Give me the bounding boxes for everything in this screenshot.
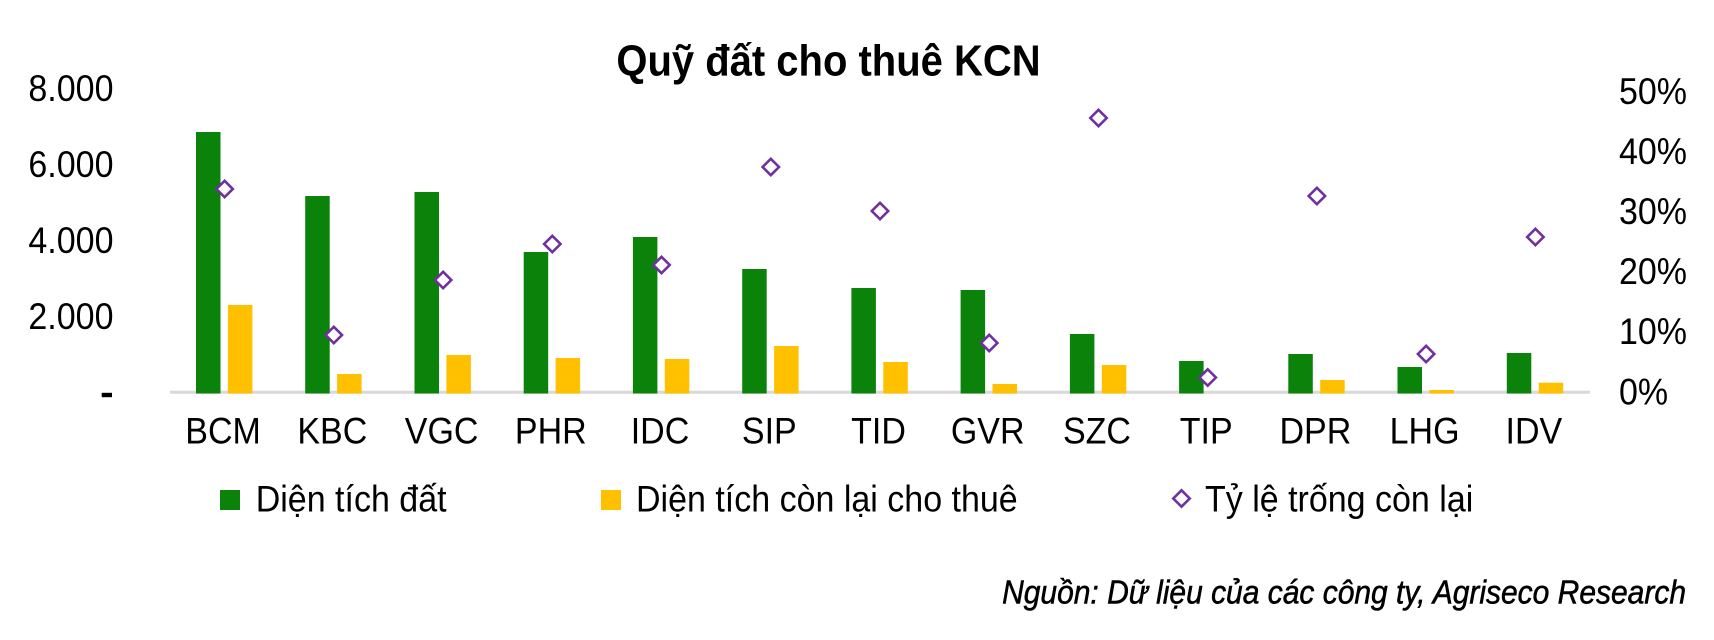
svg-text:Diện tích còn lại cho thuê: Diện tích còn lại cho thuê: [636, 478, 1018, 520]
svg-text:IDV: IDV: [1506, 410, 1563, 452]
svg-text:TIP: TIP: [1180, 410, 1233, 452]
svg-text:8.000: 8.000: [28, 67, 113, 109]
svg-text:SIP: SIP: [742, 410, 797, 452]
svg-text:6.000: 6.000: [28, 143, 113, 185]
svg-text:BCM: BCM: [185, 410, 261, 452]
svg-text:Diện tích đất: Diện tích đất: [256, 478, 447, 520]
svg-text:Quỹ đất cho thuê KCN: Quỹ đất cho thuê KCN: [616, 36, 1040, 85]
svg-text:0%: 0%: [1619, 371, 1668, 413]
svg-text:DPR: DPR: [1280, 410, 1352, 452]
svg-text:Nguồn: Dữ liệu của các công ty: Nguồn: Dữ liệu của các công ty, Agriseco…: [1002, 573, 1686, 611]
svg-text:50%: 50%: [1619, 70, 1687, 112]
svg-text:LHG: LHG: [1390, 410, 1460, 452]
svg-text:2.000: 2.000: [28, 295, 113, 337]
svg-text:10%: 10%: [1619, 311, 1687, 353]
svg-text:Tỷ lệ trống còn lại: Tỷ lệ trống còn lại: [1205, 478, 1473, 520]
svg-text:KBC: KBC: [297, 410, 367, 452]
svg-text:GVR: GVR: [951, 410, 1025, 452]
svg-text:TID: TID: [851, 410, 906, 452]
svg-text:20%: 20%: [1619, 251, 1687, 293]
svg-text:30%: 30%: [1619, 191, 1687, 233]
svg-text:VGC: VGC: [405, 410, 479, 452]
svg-text:40%: 40%: [1619, 130, 1687, 172]
svg-text:IDC: IDC: [631, 410, 690, 452]
svg-text:PHR: PHR: [515, 410, 587, 452]
svg-text:SZC: SZC: [1063, 410, 1131, 452]
svg-text:4.000: 4.000: [28, 219, 113, 261]
